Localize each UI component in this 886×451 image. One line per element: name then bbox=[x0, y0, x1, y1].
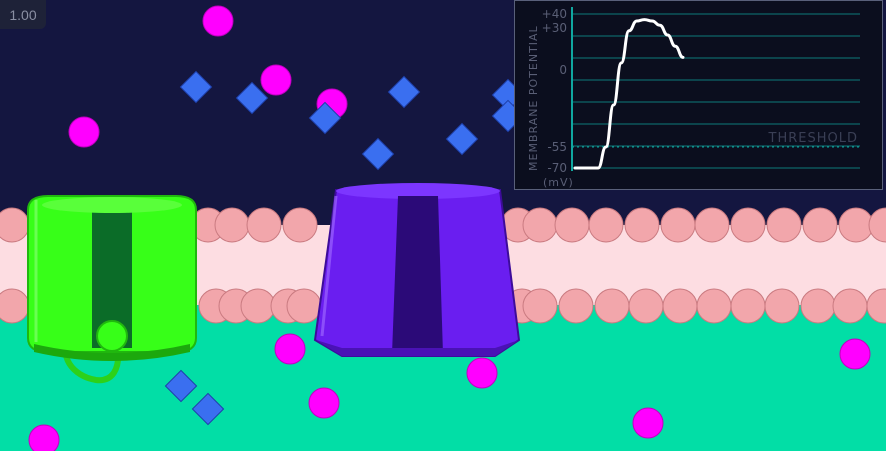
potassium-ion bbox=[235, 81, 269, 115]
speed-badge[interactable]: 1.00 bbox=[0, 0, 46, 29]
graph-tick-labels: +40+30 0 -55 -70 bbox=[542, 7, 567, 175]
sodium-ion bbox=[839, 338, 871, 370]
lipid-head bbox=[832, 288, 868, 324]
lipid-head bbox=[588, 207, 624, 243]
lipid-head bbox=[628, 288, 664, 324]
lipid-head bbox=[800, 288, 836, 324]
lipid-head bbox=[522, 207, 558, 243]
lipid-head bbox=[282, 207, 318, 243]
lipid-head bbox=[764, 288, 800, 324]
graph-tick-label: +40 bbox=[542, 7, 567, 21]
lipid-head bbox=[866, 288, 886, 324]
gated-channel[interactable] bbox=[313, 183, 521, 357]
lipid-head bbox=[246, 207, 282, 243]
sodium-ion bbox=[632, 407, 664, 439]
lipid-head bbox=[802, 207, 838, 243]
lipid-head bbox=[286, 288, 322, 324]
lipid-head bbox=[522, 288, 558, 324]
leak-channel[interactable] bbox=[27, 195, 197, 384]
potassium-ion bbox=[308, 101, 342, 135]
lipid-head bbox=[660, 207, 696, 243]
potassium-ion bbox=[179, 70, 213, 104]
graph-tick-label: -70 bbox=[547, 161, 567, 175]
potential-trace bbox=[573, 18, 685, 170]
sodium-ion bbox=[202, 5, 234, 37]
lipid-head bbox=[868, 207, 886, 243]
potassium-ion bbox=[164, 369, 198, 403]
sodium-ion bbox=[308, 387, 340, 419]
lipid-head bbox=[214, 207, 250, 243]
lipid-head bbox=[662, 288, 698, 324]
lipid-head bbox=[694, 207, 730, 243]
potassium-ion bbox=[445, 122, 479, 156]
graph-tick-label: 0 bbox=[559, 63, 567, 77]
graph-grid bbox=[572, 13, 860, 169]
lipid-head bbox=[0, 207, 30, 243]
sodium-ion bbox=[466, 357, 498, 389]
potassium-ion bbox=[361, 137, 395, 171]
graph-tick-label: -55 bbox=[547, 140, 567, 154]
threshold-label: THRESHOLD bbox=[768, 131, 858, 146]
sodium-ion bbox=[68, 116, 100, 148]
sodium-ion bbox=[28, 424, 60, 451]
graph-axis-title: MEMBRANE POTENTIAL bbox=[527, 25, 540, 171]
sodium-ion bbox=[274, 333, 306, 365]
lipid-head bbox=[0, 288, 30, 324]
graph-canvas: +40+30 0 -55 -70 MEMBRANE POTENTIAL (mV) TH… bbox=[527, 7, 860, 189]
lipid-head bbox=[730, 288, 766, 324]
lipid-head bbox=[594, 288, 630, 324]
lipid-head bbox=[730, 207, 766, 243]
lipid-head bbox=[624, 207, 660, 243]
lipid-head bbox=[240, 288, 276, 324]
lipid-heads-outer bbox=[0, 207, 886, 243]
membrane-potential-graph: +40 +30 0 -55 -70 MEMBRANE POTENTIAL (mV) TH… bbox=[514, 0, 883, 190]
graph-tick-label: +30 bbox=[542, 21, 567, 35]
lipid-head bbox=[554, 207, 590, 243]
potassium-ion bbox=[387, 75, 421, 109]
lipid-head bbox=[558, 288, 594, 324]
ion-layer bbox=[28, 5, 871, 451]
graph-unit-label: (mV) bbox=[543, 176, 574, 189]
sodium-ion bbox=[260, 64, 292, 96]
lipid-head bbox=[696, 288, 732, 324]
potassium-ion bbox=[191, 392, 225, 426]
lipid-head bbox=[766, 207, 802, 243]
lipid-head bbox=[838, 207, 874, 243]
